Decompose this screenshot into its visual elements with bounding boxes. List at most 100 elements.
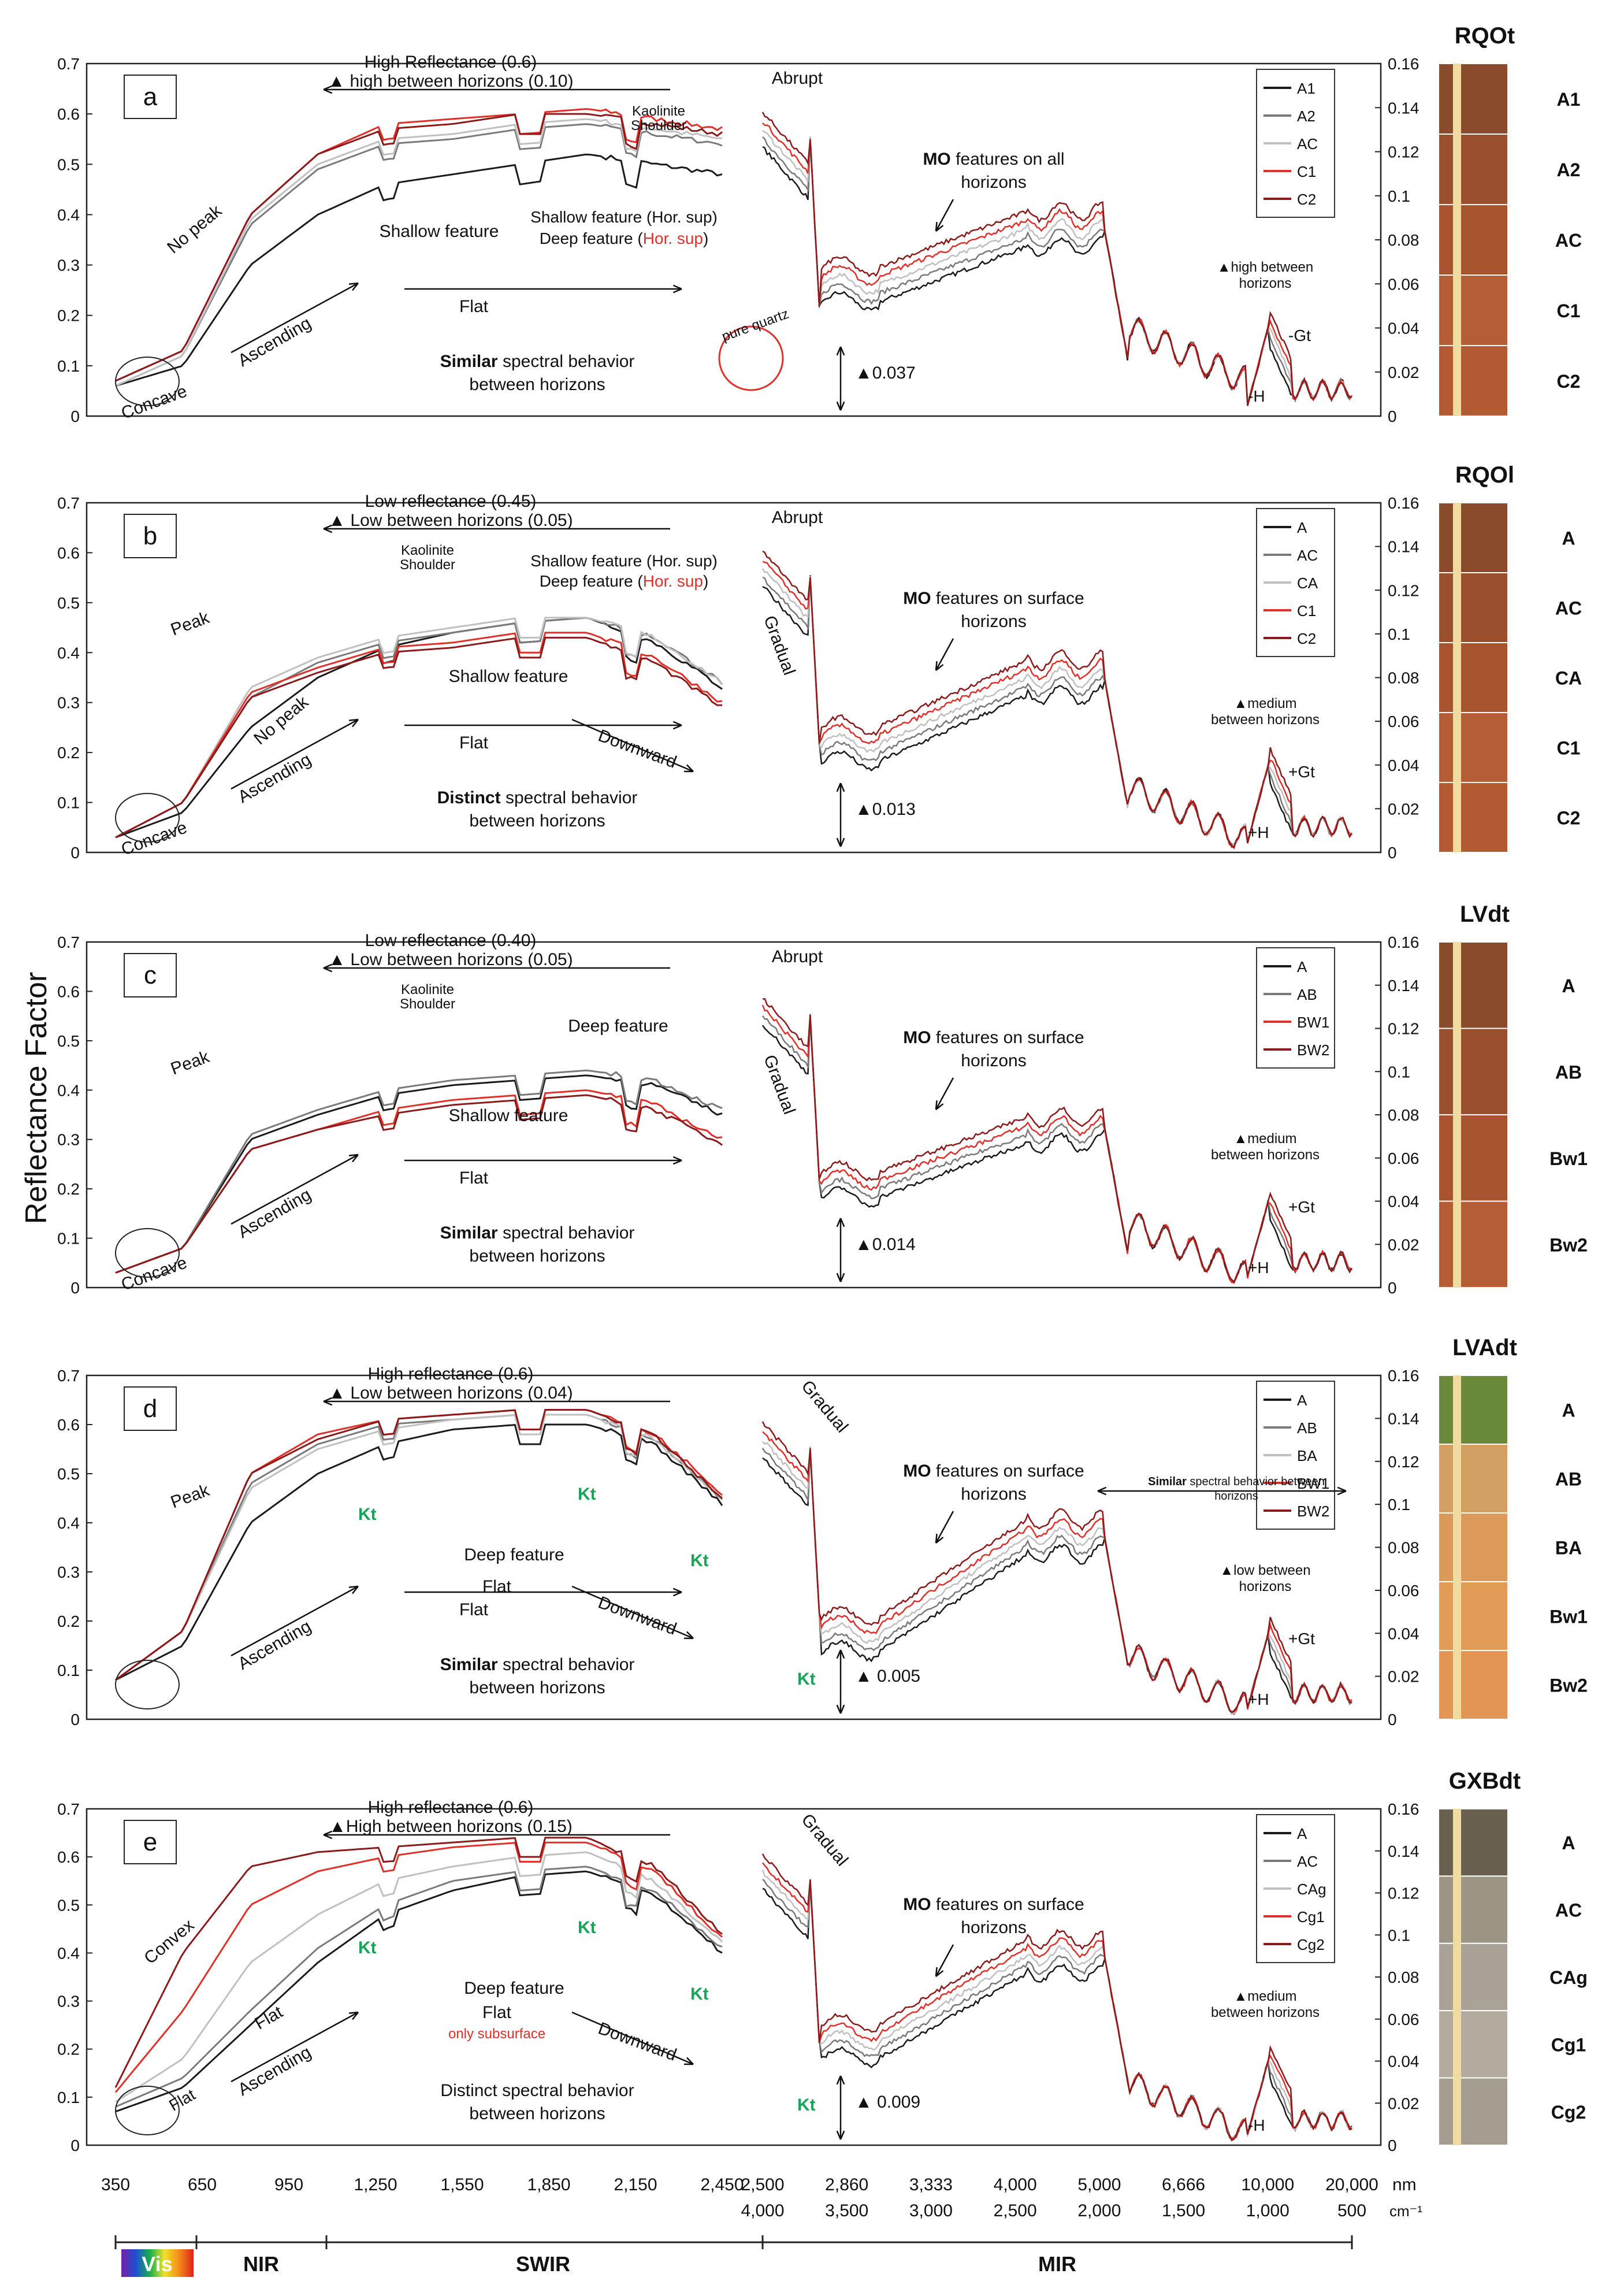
panel-letter-box [124,953,177,997]
arrow-head [348,1585,359,1594]
deep-sup-part: ) [703,572,708,590]
profile-horizon-label: C2 [1557,371,1581,392]
arrow-head [348,1154,359,1163]
annotation-arrow [571,1585,694,1640]
annotation-flat-low: Flat [166,2086,198,2115]
y-tick-left-label: 0.6 [57,544,80,562]
annotation-gt: -Gt [1288,327,1311,344]
annotation-arrow [231,1154,359,1225]
arrow-head [836,346,845,356]
profile-horizon-band [1438,502,1508,573]
y-tick-right-label: 0.06 [1388,713,1419,730]
profile-horizon-band [1438,782,1508,853]
y-tick-right-label: 0.06 [1388,275,1419,293]
arrow-head [323,1397,333,1406]
annotation-ellipse [115,1228,180,1278]
x-tick-mir-nm: 10,000 [1241,2175,1294,2194]
arrow-shaft [571,2011,694,2065]
profile-horizon-band [1438,275,1508,346]
arrow-head [323,524,333,533]
arrow-shaft [935,1944,954,1977]
annotation-arrow [231,2011,359,2083]
annotation-shallow: Shallow feature [449,667,568,686]
mo-bold: MO [903,1462,931,1481]
arrow-head [323,963,333,973]
arrow-head [672,721,682,730]
y-tick-left-label: 0.1 [57,1230,80,1248]
annotation-behavior2: between horizons [469,811,605,830]
x-tick-mir-cm: 2,000 [1077,2201,1121,2220]
annotation-arrow [323,85,670,94]
annotation-kaolinite: Shoulder [400,557,455,573]
y-tick-left-label: 0.4 [57,1081,80,1099]
arrow-shaft [935,1077,954,1110]
annotation-arrow [231,1585,359,1657]
annotation-ascending: Ascending [235,1185,314,1242]
x-tick-vnir: 1,250 [354,2175,397,2194]
profile-horizon-label: A [1562,528,1575,549]
y-tick-right-label: 0.08 [1388,669,1419,687]
profile-horizon-band [1438,345,1508,417]
series-vnir-A [115,1870,723,2113]
profile-measuring-tape [1453,64,1461,416]
behavior-bold: Similar [440,1655,498,1674]
plot-frame [86,1374,1382,1720]
annotation-kaolinite: Kaolinite [632,103,685,119]
annotation-arrow [1097,1486,1347,1496]
legend-label: C1 [1297,163,1316,180]
annotation-kaolinite: Shoulder [400,996,455,1012]
x-tick-mir-cm: 500 [1337,2201,1366,2220]
profile-horizon-label: BA [1555,1538,1582,1559]
profile-horizon-label: C1 [1557,301,1581,321]
y-tick-right-label: 0.02 [1388,2094,1419,2112]
behavior-rest: spectral behavior [498,1655,635,1674]
annotation-ellipse [115,357,180,406]
annotation-mo: MO features on surface [903,1462,1084,1481]
mo-rest: features on surface [931,1462,1084,1481]
annotation-quartz-circle [718,325,784,391]
profile-horizon-band [1438,1875,1508,1944]
profile-measuring-tape [1453,503,1461,852]
profile-horizon-label: C2 [1557,808,1581,829]
series-vnir-BW2 [115,1409,723,1681]
mo-rest: features on surface [931,1028,1084,1047]
annotation-kt: Kt [578,1485,596,1504]
annotation-between2: horizons [1239,276,1292,291]
y-tick-left-label: 0.3 [57,1131,80,1149]
y-tick-left-label: 0.5 [57,1896,80,1914]
y-tick-left-label: 0.5 [57,1465,80,1483]
annotation-arrow [935,1944,954,1977]
annotation-flat2: Flat [482,1577,512,1596]
annotation-deep: Deep feature [464,1979,564,1998]
mo-bold: MO [923,150,950,169]
arrow-shaft [231,1585,359,1657]
deep-sup-part: Hor. sup [643,229,703,247]
x-tick-vnir: 950 [274,2175,303,2194]
y-tick-right-label: 0.08 [1388,1968,1419,1986]
profile-horizon-band [1438,572,1508,643]
legend-label: C2 [1297,630,1316,647]
panel-b: 0 0.1 0.2 0.3 0.4 0.5 0.6 0.7 0 0.02 0.04 0.06 0.08 0… [57,462,1582,862]
annotation-kt: Kt [690,1551,709,1570]
annotation-top2: ▲ Low between horizons (0.04) [328,1384,573,1403]
annotation-arrow [836,2075,845,2140]
region-nir: NIR [243,2252,279,2276]
mo-bold: MO [903,1895,931,1914]
y-tick-right-label: 0.16 [1388,1367,1419,1385]
arrow-head [836,1218,845,1227]
annotation-gt: +Gt [1288,1630,1315,1648]
y-tick-left-label: 0.2 [57,1612,80,1630]
series-vnir-A2 [115,123,723,387]
spectral-regions: Vis NIR SWIR MIR [114,2235,1353,2277]
profile-horizon-band [1438,1114,1508,1202]
annotation-ascending: Ascending [235,1616,314,1674]
mo-rest: features on surface [931,1895,1084,1914]
deep-sup-part: ) [703,229,708,247]
profile-horizon-label: A2 [1557,160,1581,180]
annotation-similar: Similar spectral behavior between [1148,1475,1325,1488]
annotation-abrupt: Abrupt [772,947,823,966]
profile-horizon-band [1438,1512,1508,1582]
annotation-ascending: Ascending [235,313,314,370]
arrow-head [935,661,944,671]
annotation-flat: Flat [459,733,489,752]
